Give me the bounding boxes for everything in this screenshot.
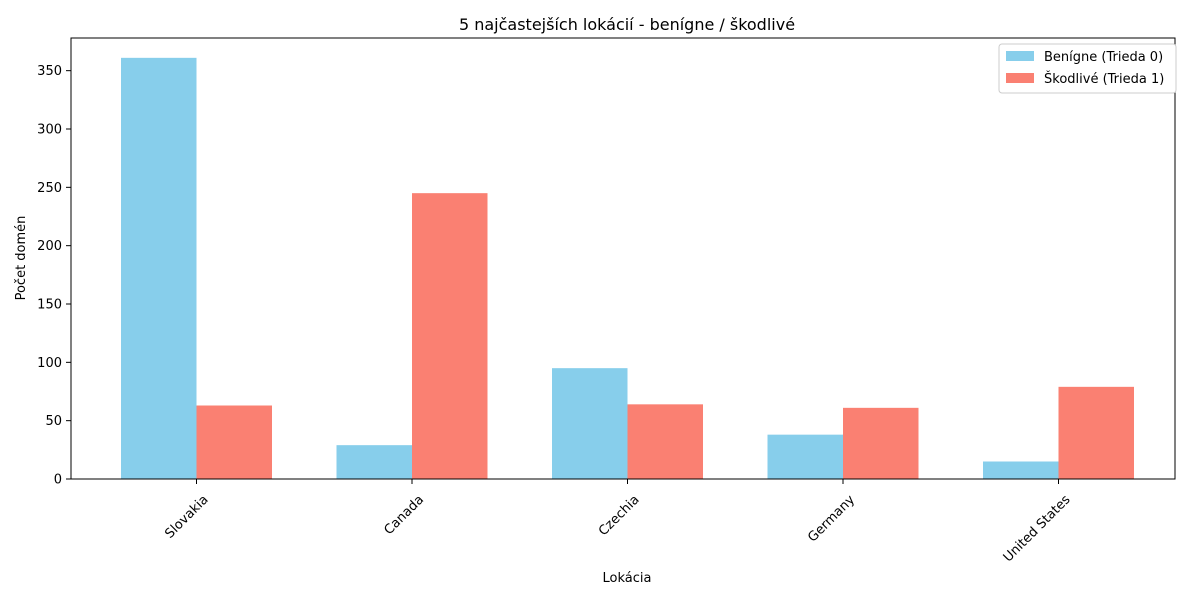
bar-malicious-slovakia xyxy=(196,405,272,479)
x-axis: Slovakia Canada Czechia Germany United State… xyxy=(162,479,1074,565)
legend: Benígne (Trieda 0) Škodlivé (Trieda 1) xyxy=(998,43,1177,94)
legend-label-malicious: Škodlivé (Trieda 1) xyxy=(1044,71,1164,87)
legend-swatch-benign xyxy=(1006,51,1034,61)
y-tick-label: 250 xyxy=(37,181,62,196)
bar-benign-czechia xyxy=(552,368,628,479)
y-tick-label: 0 xyxy=(54,473,62,488)
bar-malicious-united-states xyxy=(1058,386,1134,479)
y-axis: 0 50 100 150 200 250 300 350 xyxy=(37,64,71,488)
plot-area xyxy=(70,37,1176,480)
bars-group xyxy=(121,57,1134,479)
plot-frame xyxy=(70,37,1176,480)
bar-malicious-canada xyxy=(412,193,488,479)
y-tick-label: 150 xyxy=(37,298,62,313)
legend-swatch-malicious xyxy=(1006,73,1034,83)
y-tick-label: 50 xyxy=(45,414,62,429)
bar-benign-united-states xyxy=(983,461,1059,479)
x-axis-label: Lokácia xyxy=(603,571,652,586)
legend-label-benign: Benígne (Trieda 0) xyxy=(1044,50,1163,65)
bar-benign-slovakia xyxy=(121,57,197,479)
y-tick-label: 300 xyxy=(37,123,62,138)
y-tick-label: 350 xyxy=(37,64,62,79)
x-tick-label: Germany xyxy=(805,492,858,545)
x-tick-label: United States xyxy=(1001,492,1074,565)
x-tick-label: Czechia xyxy=(596,492,643,539)
y-tick-label: 200 xyxy=(37,239,62,254)
x-tick-label: Canada xyxy=(381,492,427,538)
bar-malicious-czechia xyxy=(627,404,703,479)
x-tick-label: Slovakia xyxy=(162,492,211,541)
legend-frame xyxy=(998,43,1177,94)
bar-benign-canada xyxy=(336,445,412,479)
bar-benign-germany xyxy=(767,434,843,479)
bar-malicious-germany xyxy=(843,407,919,479)
y-axis-label: Počet domén xyxy=(14,216,29,301)
chart-title: 5 najčastejších lokácií - benígne / škod… xyxy=(459,15,795,34)
y-tick-label: 100 xyxy=(37,356,62,371)
